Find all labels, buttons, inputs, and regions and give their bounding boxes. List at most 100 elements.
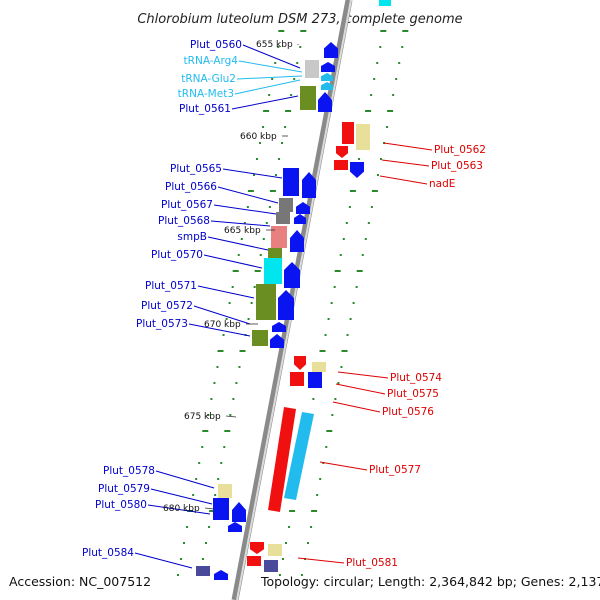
gene-arrow bbox=[268, 407, 296, 512]
gene-block bbox=[268, 248, 282, 258]
label-leader bbox=[213, 204, 277, 215]
gene-arrow bbox=[228, 522, 242, 532]
tick-mark bbox=[379, 46, 382, 48]
tick-mark bbox=[225, 318, 228, 320]
gene-label: Plut_0561 bbox=[179, 103, 231, 115]
tick-mark bbox=[349, 190, 356, 192]
tick-mark bbox=[365, 110, 372, 112]
tick-mark bbox=[345, 222, 348, 224]
tick-mark bbox=[376, 174, 379, 176]
tick-mark bbox=[202, 430, 209, 432]
gene-block bbox=[305, 60, 319, 78]
tick-mark bbox=[229, 414, 232, 416]
gene-block bbox=[256, 284, 276, 320]
label-leader bbox=[188, 323, 251, 337]
label-leader-lines bbox=[134, 44, 433, 569]
tick-mark bbox=[330, 302, 333, 304]
tick-mark bbox=[376, 62, 379, 64]
gene-block bbox=[252, 330, 268, 346]
gene-block bbox=[334, 160, 348, 170]
label-leader bbox=[335, 383, 386, 395]
gene-block bbox=[264, 258, 282, 284]
gene-block bbox=[271, 226, 287, 248]
label-leader bbox=[236, 75, 303, 80]
tick-mark bbox=[278, 574, 281, 576]
trna-arrow bbox=[321, 82, 333, 90]
gene-label: smpB bbox=[177, 231, 207, 243]
tick-mark bbox=[208, 526, 211, 528]
tick-mark bbox=[217, 478, 220, 480]
gene-block bbox=[218, 484, 232, 498]
tick-mark bbox=[349, 318, 352, 320]
tick-mark bbox=[277, 158, 280, 160]
tick-mark bbox=[268, 94, 271, 96]
gene-label: Plut_0571 bbox=[145, 280, 197, 292]
tick-mark bbox=[252, 174, 255, 176]
tick-mark bbox=[217, 350, 224, 352]
gene-label: Plut_0573 bbox=[136, 318, 188, 330]
tick-mark bbox=[228, 302, 231, 304]
gene-label: Plut_0580 bbox=[95, 499, 147, 511]
gene-block bbox=[300, 86, 316, 110]
gene-block bbox=[264, 560, 278, 572]
gene-block bbox=[283, 168, 299, 196]
map-title: Chlorobium luteolum DSM 273, complete ge… bbox=[137, 12, 462, 27]
tick-mark bbox=[214, 494, 217, 496]
label-leader bbox=[150, 488, 213, 505]
tick-mark bbox=[371, 190, 378, 192]
gene-arrow bbox=[318, 92, 332, 112]
gene-label: Plut_0570 bbox=[151, 249, 203, 261]
tick-mark bbox=[346, 334, 349, 336]
gene-arrow bbox=[232, 502, 246, 522]
tick-mark bbox=[192, 494, 195, 496]
gene-block bbox=[312, 362, 326, 372]
tick-mark bbox=[334, 270, 341, 272]
label-leader bbox=[207, 236, 269, 251]
tick-mark bbox=[337, 382, 340, 384]
tick-mark bbox=[250, 302, 253, 304]
tick-mark bbox=[364, 238, 367, 240]
tick-mark bbox=[195, 478, 198, 480]
tick-mark bbox=[235, 382, 238, 384]
tick-mark bbox=[231, 286, 234, 288]
tick-mark bbox=[352, 302, 355, 304]
tick-mark bbox=[207, 414, 210, 416]
tick-mark bbox=[232, 398, 235, 400]
tick-mark bbox=[265, 222, 268, 224]
tick-mark bbox=[293, 78, 296, 80]
tick-mark bbox=[263, 110, 270, 112]
tick-mark bbox=[395, 78, 398, 80]
tick-mark bbox=[285, 542, 288, 544]
tick-mark bbox=[361, 254, 364, 256]
tick-mark bbox=[247, 190, 254, 192]
label-leader bbox=[242, 44, 301, 69]
gene-label: Plut_0574 bbox=[390, 372, 442, 384]
tick-mark bbox=[310, 526, 313, 528]
tick-mark bbox=[281, 142, 284, 144]
topology-text: Topology: circular; Length: 2,364,842 bp… bbox=[260, 574, 600, 589]
tick-mark bbox=[198, 462, 201, 464]
gene-block bbox=[196, 566, 210, 576]
tick-mark bbox=[392, 94, 395, 96]
gene-block bbox=[213, 498, 229, 520]
tick-mark bbox=[209, 510, 216, 512]
tick-mark bbox=[201, 446, 204, 448]
kbp-label: 660 kbp bbox=[240, 132, 277, 142]
kbp-label: 655 kbp bbox=[256, 40, 293, 50]
gene-block bbox=[379, 0, 391, 6]
tick-mark bbox=[333, 286, 336, 288]
tick-mark bbox=[259, 142, 262, 144]
kbp-leader bbox=[204, 507, 215, 510]
gene-label: Plut_0577 bbox=[369, 464, 421, 476]
tick-mark bbox=[402, 30, 409, 32]
label-leader bbox=[337, 371, 389, 379]
label-leader bbox=[134, 552, 193, 569]
tick-mark bbox=[210, 398, 213, 400]
label-leader bbox=[383, 142, 433, 151]
label-leader bbox=[210, 220, 271, 227]
tick-mark bbox=[259, 254, 262, 256]
tick-mark bbox=[312, 398, 315, 400]
gene-label: Plut_0579 bbox=[98, 483, 150, 495]
tick-mark bbox=[183, 542, 186, 544]
